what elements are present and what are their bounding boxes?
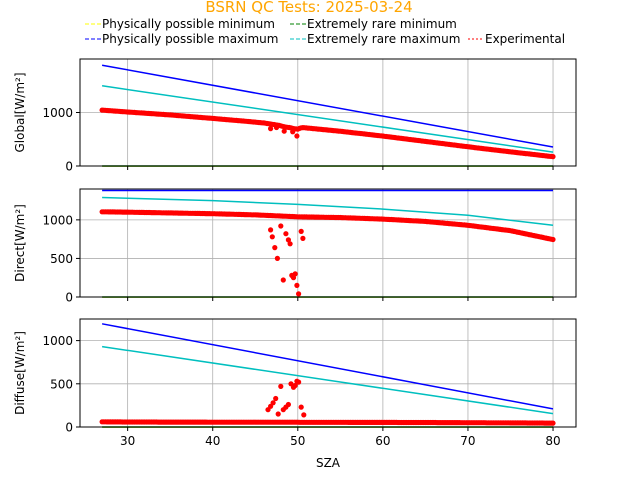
experimental-dip-point — [292, 271, 298, 277]
panel-frame — [79, 188, 577, 298]
experimental-point — [550, 236, 556, 243]
y-axis-label: Direct[W/m²] — [13, 204, 27, 282]
line-rare-max — [101, 85, 554, 153]
y-axis-label: Global[W/m²] — [13, 72, 27, 152]
legend-item-experimental: Experimental — [468, 32, 565, 46]
legend-label-experimental: Experimental — [485, 32, 565, 46]
legend-label-rare_max: Extremely rare maximum — [307, 32, 460, 46]
legend-label-phys_max: Physically possible maximum — [102, 32, 278, 46]
experimental-dip-point — [274, 255, 280, 261]
experimental-dip-point — [270, 400, 276, 406]
experimental-dip-point — [301, 412, 307, 418]
legend-item-phys_min: Physically possible minimum — [85, 17, 275, 31]
legend-item-rare_min: Extremely rare minimum — [290, 17, 457, 31]
experimental-dip-point — [287, 241, 293, 247]
ytick-label: 500 — [50, 252, 73, 266]
legend-label-phys_min: Physically possible minimum — [102, 17, 275, 31]
line-rare-max — [102, 196, 554, 227]
experimental-dip-point — [268, 126, 274, 132]
experimental-points — [99, 209, 556, 297]
ytick-label: 1000 — [42, 334, 73, 348]
experimental-dip-point — [298, 404, 304, 410]
xtick-label: 80 — [545, 434, 560, 448]
xtick-label: 60 — [375, 434, 390, 448]
ytick-label: 1000 — [42, 213, 73, 227]
xtick-label: 50 — [290, 434, 305, 448]
ytick-label: 0 — [65, 160, 73, 174]
panel-2: 0 500 1000 Direct[W/m²] — [13, 188, 577, 305]
panel-3: 0 500 1000 30 40 50 60 70 80 Diffuse[W/m²] SZA — [13, 318, 577, 470]
line-phys-max — [101, 323, 554, 410]
experimental-dip-point — [273, 395, 279, 402]
x-axis-label: SZA — [316, 456, 341, 470]
experimental-dip-point — [280, 277, 286, 283]
experimental-dip-point — [278, 223, 284, 229]
experimental-dip-point — [285, 401, 291, 408]
experimental-dip-point — [285, 237, 291, 243]
panel-frame — [79, 318, 577, 428]
ytick-label: 0 — [65, 421, 73, 435]
legend-item-rare_max: Extremely rare maximum — [290, 32, 460, 46]
experimental-dip-point — [300, 235, 306, 241]
experimental-dip-point — [278, 383, 284, 389]
experimental-dip-point — [298, 228, 304, 234]
experimental-point — [550, 420, 556, 426]
experimental-dip-point — [294, 282, 300, 288]
experimental-dip-point — [281, 128, 287, 134]
experimental-dip-point — [269, 234, 275, 240]
ytick-label: 0 — [65, 291, 73, 305]
experimental-dip-point — [272, 245, 278, 251]
experimental-point — [550, 154, 556, 160]
xtick-label: 40 — [205, 434, 220, 448]
chart-title: BSRN QC Tests: 2025-03-24 — [205, 0, 412, 16]
chart-panels: 0 1000 Global[W/m²] 0 500 1000 Direct[W/m²] 0 50… — [13, 58, 577, 470]
experimental-dip-point — [296, 379, 302, 385]
xtick-label: 30 — [120, 434, 135, 448]
legend-label-rare_min: Extremely rare minimum — [307, 17, 457, 31]
line-phys-max — [101, 64, 554, 148]
experimental-dip-point — [294, 133, 300, 139]
ytick-label: 1000 — [42, 106, 73, 120]
experimental-dip-point — [275, 411, 281, 417]
legend-item-phys_max: Physically possible maximum — [85, 32, 278, 46]
experimental-dip-point — [290, 129, 296, 135]
experimental-dip-point — [292, 382, 298, 389]
experimental-points — [99, 107, 556, 160]
experimental-points — [99, 378, 556, 426]
line-rare-max — [101, 345, 554, 415]
experimental-dip-point — [268, 227, 274, 233]
xtick-label: 70 — [460, 434, 475, 448]
experimental-dip-point — [283, 231, 289, 237]
experimental-dip-point — [296, 291, 302, 297]
panel-1: 0 1000 Global[W/m²] — [13, 58, 577, 174]
ytick-label: 500 — [50, 377, 73, 391]
y-axis-label: Diffuse[W/m²] — [13, 331, 27, 415]
experimental-dip-point — [273, 124, 280, 131]
